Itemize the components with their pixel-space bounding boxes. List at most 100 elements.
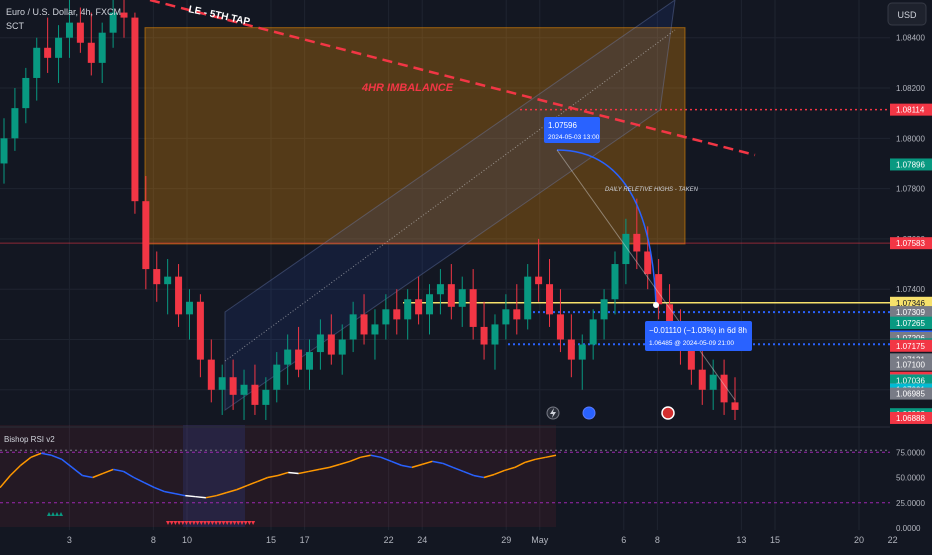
currency-label: USD bbox=[897, 10, 917, 20]
candle-body bbox=[87, 42, 95, 63]
candle-body bbox=[55, 37, 63, 58]
candle-body bbox=[295, 349, 303, 370]
candle-body bbox=[284, 349, 292, 365]
rsi-line bbox=[432, 460, 443, 465]
currency-button[interactable]: USD bbox=[887, 2, 927, 26]
sell-signal-icon bbox=[236, 521, 241, 525]
sell-signal-icon bbox=[247, 521, 252, 525]
candle-body bbox=[491, 324, 499, 345]
price-label-badge bbox=[890, 387, 932, 400]
candle-body bbox=[44, 47, 52, 58]
candle-body bbox=[338, 339, 346, 355]
rsi-line bbox=[514, 461, 526, 469]
candle-body bbox=[175, 276, 183, 315]
sell-signal-icon bbox=[166, 521, 170, 525]
price-tick-label: 1.08200 bbox=[896, 84, 925, 93]
candle-body bbox=[556, 314, 564, 340]
candle-body bbox=[589, 319, 597, 345]
high-marker-tooltip: 1.07596 2024-05-03 13:00 bbox=[544, 117, 600, 143]
rsi-line bbox=[61, 458, 73, 468]
time-tick-label: 10 bbox=[182, 535, 192, 545]
price-tick-label: 1.07800 bbox=[896, 185, 925, 194]
price-label-badge bbox=[890, 296, 932, 309]
candle-body bbox=[218, 377, 226, 390]
candle-body bbox=[327, 334, 335, 355]
candle-body bbox=[109, 12, 117, 33]
price-axis[interactable]: 1.084001.082001.080001.078001.076001.074… bbox=[890, 0, 932, 550]
candle-body bbox=[0, 138, 8, 164]
relative-highs-label: DAILY RELETIVE HIGHS - TAKEN bbox=[605, 187, 699, 193]
candle-body bbox=[546, 284, 554, 315]
price-label-badge bbox=[890, 158, 932, 171]
candle-body bbox=[404, 299, 412, 320]
rsi-line bbox=[452, 466, 464, 473]
candle-body bbox=[393, 309, 401, 320]
sell-signal-icon bbox=[169, 521, 174, 525]
time-tick-label: 24 bbox=[417, 535, 427, 545]
rsi-line bbox=[257, 476, 268, 483]
sell-signal-icon bbox=[203, 521, 207, 525]
rsi-line bbox=[380, 456, 392, 463]
rsi-line bbox=[524, 458, 536, 464]
sell-signal-icon bbox=[251, 521, 256, 525]
price-label-value: 1.07175 bbox=[896, 342, 925, 351]
rsi-line bbox=[442, 462, 454, 469]
price-label-value: 1.08114 bbox=[896, 106, 925, 115]
indicator-label: SCT bbox=[6, 21, 25, 31]
measure-line-2: 1.06485 @ 2024-05-09 21:00 bbox=[649, 340, 734, 347]
rsi-line bbox=[216, 491, 227, 497]
rsi-line bbox=[236, 484, 248, 491]
candle-body bbox=[120, 12, 128, 18]
rsi-line bbox=[20, 456, 32, 466]
annotations bbox=[556, 149, 736, 401]
candle-body bbox=[436, 284, 444, 295]
rsi-line bbox=[288, 471, 299, 475]
price-tick-label: 1.07400 bbox=[896, 285, 925, 294]
candle-body bbox=[305, 352, 313, 370]
candle-body bbox=[185, 301, 193, 315]
rsi-line bbox=[123, 470, 135, 479]
sell-signal-icon bbox=[188, 521, 193, 525]
price-label-value: 1.07346 bbox=[896, 299, 925, 308]
sell-signal-icon bbox=[240, 521, 244, 525]
rsi-tick-label: 0.0000 bbox=[896, 524, 921, 533]
time-tick-label: 22 bbox=[384, 535, 394, 545]
high-marker-date: 2024-05-03 13:00 bbox=[548, 134, 600, 141]
time-tick-label: 13 bbox=[736, 535, 746, 545]
time-tick-label: 15 bbox=[770, 535, 780, 545]
rsi-zone-blue bbox=[183, 425, 245, 527]
rsi-line bbox=[154, 486, 166, 493]
rsi-line bbox=[113, 468, 124, 473]
rsi-line bbox=[298, 470, 310, 475]
event-flag-icon[interactable] bbox=[582, 406, 596, 420]
event-icons[interactable] bbox=[546, 406, 675, 420]
price-label-value: 1.07265 bbox=[896, 319, 925, 328]
measure-tooltip: −0.01110 (−1.03%) in 6d 8h 1.06485 @ 202… bbox=[645, 321, 752, 351]
candle-body bbox=[611, 264, 619, 300]
rsi-line bbox=[421, 460, 433, 466]
sell-signal-icon bbox=[180, 521, 185, 525]
us-flag-icon[interactable] bbox=[661, 406, 675, 420]
rsi-pane bbox=[0, 426, 890, 525]
rsi-line bbox=[164, 490, 176, 495]
rsi-line bbox=[463, 470, 474, 477]
candle-body bbox=[426, 294, 434, 315]
rsi-line bbox=[360, 454, 371, 459]
rsi-line bbox=[205, 494, 217, 499]
rsi-line bbox=[9, 464, 22, 477]
candle-body bbox=[655, 274, 663, 305]
rsi-line bbox=[493, 469, 505, 476]
rsi-line bbox=[277, 471, 289, 477]
rsi-line bbox=[339, 460, 351, 466]
grid-lines bbox=[0, 0, 894, 530]
candle-body bbox=[262, 389, 270, 405]
buy-signal-icon bbox=[47, 512, 51, 516]
candle-body bbox=[251, 384, 259, 405]
candle-body bbox=[273, 364, 281, 390]
rsi-line bbox=[401, 464, 412, 469]
time-axis[interactable]: 38101517222429May681315202227 bbox=[0, 530, 932, 550]
imbalance-label: 4HR IMBALANCE bbox=[361, 82, 454, 94]
price-label-badge bbox=[890, 411, 932, 424]
